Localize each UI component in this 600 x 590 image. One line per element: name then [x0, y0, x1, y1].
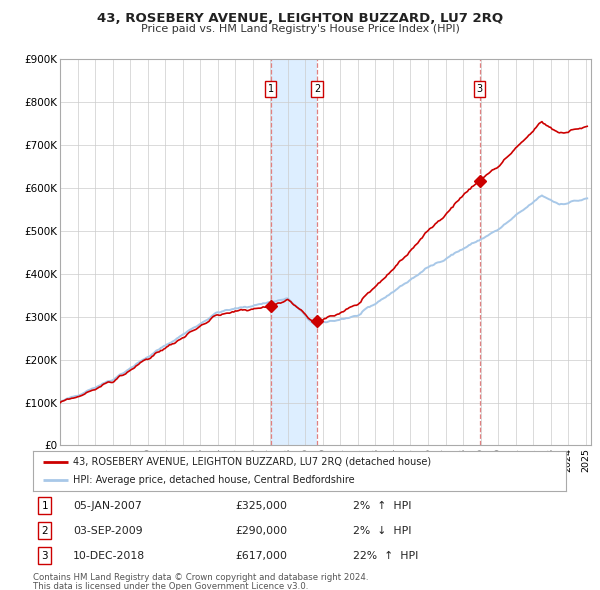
- Text: 3: 3: [41, 551, 48, 560]
- Text: 03-SEP-2009: 03-SEP-2009: [73, 526, 143, 536]
- Bar: [271, 59, 317, 445]
- Text: 3: 3: [476, 84, 482, 94]
- Text: This data is licensed under the Open Government Licence v3.0.: This data is licensed under the Open Gov…: [33, 582, 308, 590]
- Text: 2%  ↑  HPI: 2% ↑ HPI: [353, 501, 411, 510]
- Text: 43, ROSEBERY AVENUE, LEIGHTON BUZZARD, LU7 2RQ: 43, ROSEBERY AVENUE, LEIGHTON BUZZARD, L…: [97, 12, 503, 25]
- Text: 05-JAN-2007: 05-JAN-2007: [73, 501, 142, 510]
- Text: 10-DEC-2018: 10-DEC-2018: [73, 551, 145, 560]
- Text: Contains HM Land Registry data © Crown copyright and database right 2024.: Contains HM Land Registry data © Crown c…: [33, 573, 368, 582]
- Text: HPI: Average price, detached house, Central Bedfordshire: HPI: Average price, detached house, Cent…: [73, 475, 355, 485]
- Text: £617,000: £617,000: [235, 551, 287, 560]
- Text: 1: 1: [268, 84, 274, 94]
- Text: 22%  ↑  HPI: 22% ↑ HPI: [353, 551, 418, 560]
- Text: Price paid vs. HM Land Registry's House Price Index (HPI): Price paid vs. HM Land Registry's House …: [140, 24, 460, 34]
- Text: £290,000: £290,000: [235, 526, 287, 536]
- Text: 43, ROSEBERY AVENUE, LEIGHTON BUZZARD, LU7 2RQ (detached house): 43, ROSEBERY AVENUE, LEIGHTON BUZZARD, L…: [73, 457, 431, 467]
- Text: 2: 2: [41, 526, 48, 536]
- Text: 1: 1: [41, 501, 48, 510]
- Text: 2: 2: [314, 84, 320, 94]
- Text: £325,000: £325,000: [235, 501, 287, 510]
- Text: 2%  ↓  HPI: 2% ↓ HPI: [353, 526, 411, 536]
